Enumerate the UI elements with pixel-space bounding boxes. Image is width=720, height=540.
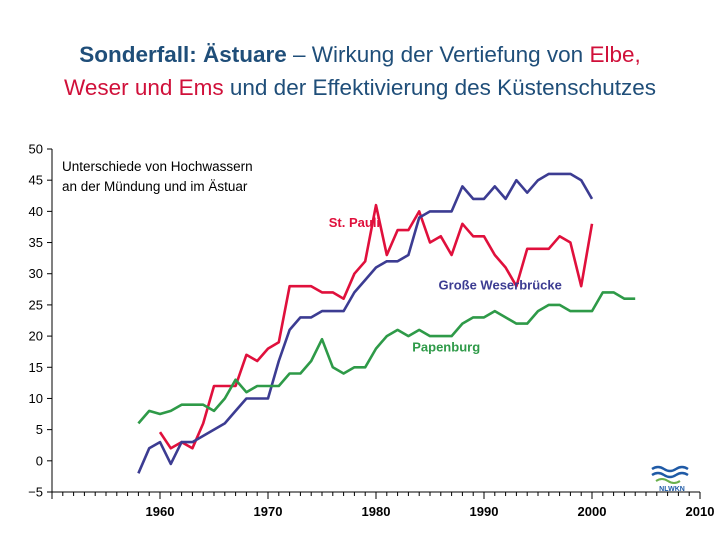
- series-label: Große Weserbrücke: [439, 277, 562, 292]
- chart-axes: −5 0 5 10 15 20 25 30 35 40 45 50 1960 1970 1980 1990 20…: [28, 142, 714, 520]
- chart-annotation: Unterschiede von Hochwassern an der Münd…: [62, 157, 253, 197]
- series-line-gro-e-weserbr-cke: [137, 172, 594, 474]
- y-tick-label: 25: [29, 297, 43, 312]
- y-tick-label: 10: [29, 391, 43, 406]
- y-tick-label: 45: [29, 173, 43, 188]
- series-line-st-pauli: [158, 203, 594, 450]
- line-chart: −5 0 5 10 15 20 25 30 35 40 45 50 1960 1970 1980 1990 20…: [28, 142, 714, 520]
- logo-wave-icon: [651, 465, 689, 473]
- logo-wave-icon: [651, 471, 689, 479]
- title-line-1: Sonderfall: Ästuare – Wirkung der Vertie…: [79, 42, 641, 67]
- title-line-2: Weser und Ems und der Effektivierung des…: [63, 75, 656, 100]
- chart-series: [137, 172, 636, 474]
- y-tick-label: 30: [29, 266, 43, 281]
- annotation-line-1: Unterschiede von Hochwassern: [62, 159, 253, 174]
- x-tick-label: 1970: [254, 504, 283, 519]
- y-tick-label: 50: [29, 142, 43, 157]
- y-tick-label: 0: [36, 453, 43, 468]
- y-tick-label: −5: [28, 485, 43, 500]
- y-tick-label: 35: [29, 235, 43, 250]
- page-title: Sonderfall: Ästuare – Wirkung der Vertie…: [0, 38, 720, 104]
- series-label: Papenburg: [412, 340, 480, 355]
- x-tick-label: 1960: [146, 504, 175, 519]
- x-tick-label: 2000: [578, 504, 607, 519]
- logo-wave-icon: [655, 478, 681, 484]
- series-line-papenburg: [137, 291, 636, 425]
- y-tick-label: 40: [29, 204, 43, 219]
- y-tick-label: 5: [36, 422, 43, 437]
- y-tick-label: 20: [29, 329, 43, 344]
- y-tick-label: 15: [29, 360, 43, 375]
- chart-series-labels: St. Pauli Große Weserbrücke Papenburg: [329, 215, 562, 355]
- x-tick-label: 1990: [470, 504, 499, 519]
- annotation-line-2: an der Mündung und im Ästuar: [62, 179, 248, 194]
- logo-text: NLWKN: [659, 486, 685, 493]
- nlwkn-logo: NLWKN: [651, 465, 689, 493]
- x-tick-label: 2010: [686, 504, 715, 519]
- x-tick-label: 1980: [362, 504, 391, 519]
- series-label: St. Pauli: [329, 215, 380, 230]
